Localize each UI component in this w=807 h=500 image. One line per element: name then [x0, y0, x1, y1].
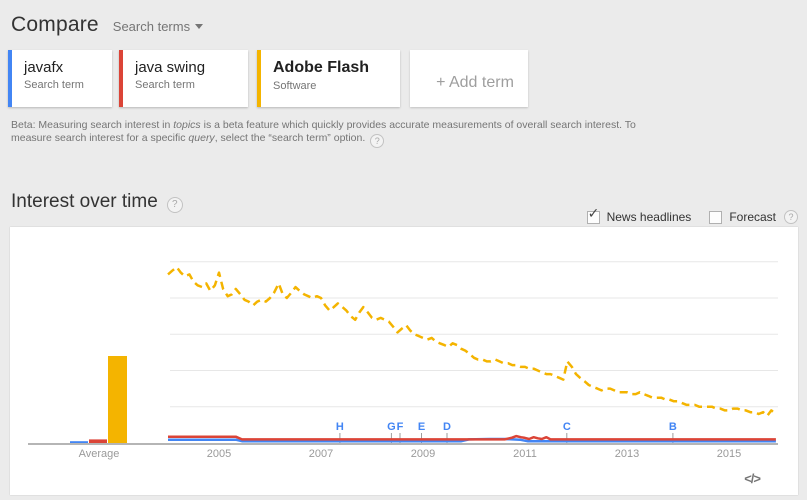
interest-over-time-header: Interest over time? ✓ News headlines For…	[11, 148, 798, 227]
add-term-button[interactable]: + Add term	[410, 50, 528, 107]
term-type: Software	[273, 80, 317, 92]
term-card-java-swing[interactable]: java swing Search term	[119, 50, 248, 107]
term-type: Search term	[135, 79, 195, 91]
news-headlines-checkbox[interactable]: ✓ News headlines	[586, 205, 692, 224]
help-icon[interactable]: ?	[166, 197, 183, 213]
chart-controls: ✓ News headlines Forecast ?	[586, 205, 798, 224]
svg-text:H: H	[336, 421, 344, 433]
term-type: Search term	[24, 79, 84, 91]
checkbox-checked-icon: ✓	[586, 205, 600, 224]
svg-text:F: F	[397, 421, 404, 433]
svg-text:Average: Average	[79, 448, 120, 460]
search-terms-dropdown-label: Search terms	[112, 19, 191, 34]
page-title: Compare	[11, 13, 99, 36]
section-title: Interest over time	[11, 191, 158, 212]
term-label: javafx	[24, 59, 64, 76]
svg-text:B: B	[669, 421, 677, 433]
chevron-down-icon	[195, 24, 204, 29]
term-card-adobe-flash[interactable]: Adobe Flash Software	[257, 50, 400, 107]
svg-text:D: D	[443, 421, 451, 433]
forecast-label: Forecast	[729, 210, 776, 224]
help-icon[interactable]: ?	[370, 134, 385, 148]
add-term-label: + Add term	[436, 74, 514, 91]
interest-over-time-chart[interactable]: Average H G F E D C B 2005 2007 2009 2011 2013 2015	[10, 227, 798, 495]
news-headlines-label: News headlines	[606, 210, 692, 224]
search-terms-dropdown[interactable]: Search terms	[112, 19, 204, 34]
svg-text:2005: 2005	[207, 448, 231, 460]
term-cards: javafx Search term java swing Search ter…	[8, 50, 807, 107]
embed-icon[interactable]: </>	[744, 471, 761, 486]
help-icon[interactable]: ?	[784, 210, 798, 224]
svg-text:C: C	[563, 421, 571, 433]
svg-text:2013: 2013	[615, 448, 639, 460]
svg-text:2011: 2011	[513, 448, 537, 460]
term-card-javafx[interactable]: javafx Search term	[8, 50, 112, 107]
svg-text:2007: 2007	[309, 448, 333, 460]
forecast-checkbox[interactable]: Forecast	[709, 210, 776, 224]
beta-note-line1: Beta: Measuring search interest in topic…	[11, 119, 636, 131]
svg-text:G: G	[387, 421, 396, 433]
term-label: Adobe Flash	[273, 59, 370, 76]
chart-panel: Average H G F E D C B 2005 2007 2009 2011 2013 2015 <…	[10, 227, 798, 495]
topbar: Compare Search terms	[0, 0, 807, 37]
beta-note: Beta: Measuring search interest in topic…	[11, 119, 807, 148]
svg-text:2015: 2015	[717, 448, 741, 460]
term-label: java swing	[135, 59, 206, 76]
checkbox-unchecked-icon	[709, 210, 723, 224]
beta-note-line2: measure search interest for a specific q…	[11, 132, 807, 148]
svg-text:2009: 2009	[411, 448, 435, 460]
svg-text:E: E	[418, 421, 425, 433]
